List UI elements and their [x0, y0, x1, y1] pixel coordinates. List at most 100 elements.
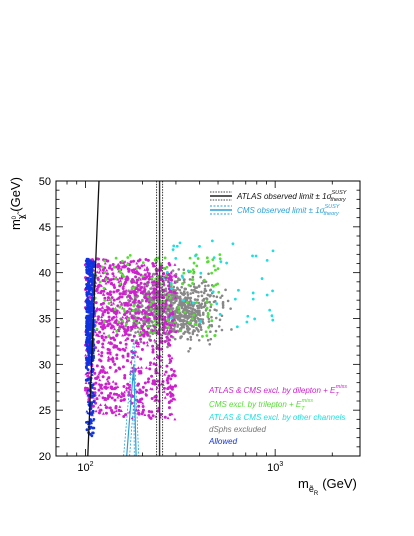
- data-point: [86, 374, 90, 377]
- data-point: [102, 301, 106, 305]
- data-point: [202, 305, 206, 309]
- data-point: [111, 301, 115, 305]
- data-point: [114, 409, 118, 413]
- x-axis: 102 103: [55, 181, 333, 474]
- data-point: [184, 297, 188, 300]
- data-point: [115, 309, 119, 313]
- data-point: [153, 319, 157, 323]
- data-point: [130, 280, 134, 284]
- data-point: [118, 282, 122, 286]
- data-point: [169, 301, 173, 304]
- data-point: [85, 391, 89, 395]
- data-point: [169, 316, 173, 320]
- data-point: [91, 367, 95, 371]
- data-point: [153, 317, 157, 321]
- data-point: [104, 281, 108, 285]
- data-point: [182, 271, 186, 275]
- data-point: [182, 268, 186, 272]
- data-point: [97, 262, 101, 266]
- data-point: [147, 272, 151, 276]
- data-point: [148, 367, 152, 371]
- data-point: [84, 307, 88, 311]
- data-point: [139, 281, 143, 285]
- data-point: [181, 324, 185, 328]
- data-point: [174, 330, 178, 334]
- data-point: [235, 325, 239, 329]
- data-point: [150, 290, 154, 294]
- data-point: [164, 299, 168, 303]
- data-point: [118, 324, 122, 328]
- data-point: [146, 258, 150, 262]
- data-point: [100, 354, 104, 358]
- data-point: [151, 379, 155, 383]
- data-point: [116, 322, 120, 326]
- data-point: [141, 401, 145, 405]
- y-axis-label: mχ̃0 1 (GeV): [8, 177, 28, 230]
- data-point: [173, 296, 177, 299]
- data-point: [183, 287, 187, 291]
- data-point: [91, 411, 95, 414]
- data-point: [101, 375, 105, 379]
- data-point: [170, 293, 173, 297]
- data-point: [111, 360, 115, 364]
- data-point: [121, 259, 124, 263]
- data-point: [123, 333, 127, 337]
- data-point: [93, 330, 97, 334]
- data-point: [115, 318, 119, 321]
- data-point: [86, 368, 90, 372]
- data-point: [98, 308, 102, 312]
- data-point: [141, 312, 144, 316]
- data-point: [87, 361, 90, 365]
- data-point: [197, 338, 201, 342]
- data-point: [91, 296, 95, 300]
- data-point: [186, 337, 190, 341]
- data-point: [103, 261, 107, 265]
- legend-cms-text: CMS observed limit ± 1σ: [237, 206, 326, 215]
- data-point: [84, 365, 88, 369]
- data-point: [142, 341, 146, 345]
- data-point: [99, 284, 103, 287]
- data-point: [118, 284, 122, 288]
- data-point: [85, 310, 89, 313]
- data-point: [141, 298, 144, 302]
- data-point: [135, 261, 139, 265]
- data-point: [237, 288, 240, 292]
- data-point: [95, 307, 99, 311]
- data-point: [94, 409, 98, 413]
- data-point: [89, 312, 93, 315]
- data-point: [178, 296, 181, 299]
- data-point: [118, 310, 122, 314]
- data-point: [212, 264, 216, 268]
- data-point: [88, 295, 92, 299]
- data-point: [112, 274, 116, 277]
- data-point: [121, 319, 124, 323]
- data-point: [137, 391, 141, 395]
- data-point: [113, 327, 117, 331]
- data-point: [117, 320, 121, 324]
- data-point: [110, 324, 114, 327]
- data-point: [169, 276, 173, 280]
- data-point: [254, 254, 258, 258]
- data-point: [186, 291, 189, 294]
- data-point: [98, 330, 102, 334]
- data-point: [155, 386, 159, 389]
- data-point: [176, 286, 179, 290]
- data-point: [231, 242, 235, 246]
- data-point: [103, 371, 107, 375]
- data-point: [109, 298, 113, 301]
- data-point: [115, 289, 119, 293]
- data-point: [106, 347, 110, 351]
- data-point: [113, 398, 117, 402]
- data-point: [139, 365, 143, 369]
- legend-dsphs-text: dSphs excluded: [209, 425, 266, 434]
- data-point: [89, 425, 93, 429]
- data-point: [260, 277, 264, 280]
- legend-bottom: ATLAS & CMS excl. by dilepton + ETmiss C…: [208, 384, 347, 446]
- data-point: [96, 405, 100, 409]
- legend-dilepton-text: ATLAS & CMS excl. by dilepton + E: [208, 386, 336, 395]
- data-point: [117, 265, 121, 269]
- data-point: [103, 298, 107, 302]
- data-point: [114, 413, 118, 417]
- data-point: [139, 357, 143, 361]
- data-point: [124, 413, 128, 417]
